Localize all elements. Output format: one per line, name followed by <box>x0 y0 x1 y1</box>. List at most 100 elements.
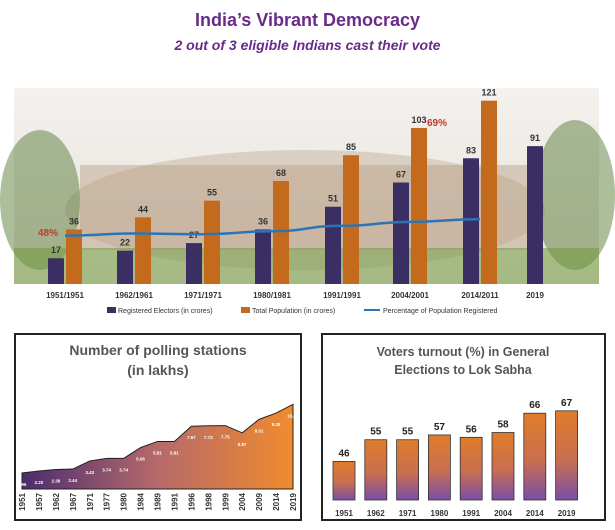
main-xlabel-2: 1971/1971 <box>184 291 222 300</box>
page-subtitle: 2 out of 3 eligible Indians cast their v… <box>174 37 441 53</box>
turnout-bar-5 <box>491 432 515 501</box>
main-xlabel-6: 2014/2011 <box>461 291 499 300</box>
turnout-xlabel-7: 2019 <box>558 509 576 518</box>
poll-value-11: 7.73 <box>204 435 213 440</box>
turnout-bar-7 <box>555 410 579 501</box>
population-bar-5 <box>411 127 427 284</box>
poll-value-12: 7.75 <box>221 435 230 440</box>
turnout-chart: Voters turnout (%) in General Elections … <box>332 345 579 518</box>
population-bar-6 <box>481 100 497 284</box>
population-label-2: 55 <box>207 188 217 198</box>
electors-bar-0 <box>48 258 64 284</box>
poll-value-8: 5.81 <box>153 450 162 455</box>
turnout-panel: Voters turnout (%) in General Elections … <box>321 333 606 521</box>
poll-xlabel-11: 1998 <box>204 492 213 510</box>
population-label-1: 44 <box>138 204 148 214</box>
poll-value-3: 2.44 <box>68 478 77 483</box>
electors-label-6: 83 <box>466 145 476 155</box>
population-bar-0 <box>66 229 82 284</box>
turnout-value-3: 57 <box>434 422 446 433</box>
polling-stations-panel: Number of polling stations (in lakhs) 1.… <box>14 333 302 521</box>
parliament-background <box>0 88 615 284</box>
main-xlabel-5: 2004/2001 <box>391 291 429 300</box>
turnout-value-5: 58 <box>497 420 509 431</box>
electors-bar-5 <box>393 182 409 284</box>
poll-xlabel-2: 1962 <box>52 492 61 510</box>
population-bar-3 <box>273 180 289 284</box>
turnout-xlabel-0: 1951 <box>335 509 353 518</box>
polling-title-line2: (in lakhs) <box>127 362 188 378</box>
poll-xlabel-15: 2014 <box>272 492 281 510</box>
turnout-bar-4 <box>459 436 483 501</box>
legend-population: Total Population (in crores) <box>252 308 335 315</box>
main-xlabel-4: 1991/1991 <box>323 291 361 300</box>
poll-value-7: 5.06 <box>136 457 145 462</box>
pct-label-2014: 69% <box>427 118 447 129</box>
poll-xlabel-16: 2019 <box>289 492 298 510</box>
poll-xlabel-1: 1957 <box>35 492 44 510</box>
turnout-value-7: 67 <box>561 398 573 409</box>
poll-value-16: 10.35 <box>287 413 299 418</box>
population-label-4: 85 <box>346 142 356 152</box>
legend: Registered Electors (in crores) Total Po… <box>107 307 498 315</box>
poll-value-9: 5.81 <box>170 450 179 455</box>
legend-percentage: Percentage of Population Registered <box>383 308 498 315</box>
turnout-bar-1 <box>364 439 388 501</box>
turnout-value-0: 46 <box>338 448 350 459</box>
electors-label-5: 67 <box>396 169 406 179</box>
electors-label-7: 91 <box>530 133 540 143</box>
electors-bar-3 <box>255 229 271 284</box>
polling-title-line1: Number of polling stations <box>69 342 247 358</box>
population-bar-1 <box>135 217 151 284</box>
turnout-xlabel-6: 2014 <box>526 509 544 518</box>
poll-value-5: 3.74 <box>102 467 111 472</box>
population-label-3: 68 <box>276 168 286 178</box>
population-label-6: 121 <box>481 88 496 98</box>
polling-stations-chart: Number of polling stations (in lakhs) 1.… <box>18 342 300 511</box>
turnout-xlabel-1: 1962 <box>367 509 385 518</box>
turnout-bar-3 <box>428 434 451 501</box>
poll-xlabel-7: 1984 <box>137 492 146 510</box>
legend-electors: Registered Electors (in crores) <box>118 308 213 315</box>
poll-value-1: 2.20 <box>35 480 44 485</box>
population-bar-2 <box>204 200 220 284</box>
turnout-value-4: 56 <box>466 424 478 435</box>
main-xlabel-0: 1951/1951 <box>46 291 84 300</box>
poll-xlabel-9: 1991 <box>170 492 179 510</box>
poll-xlabel-4: 1971 <box>86 492 95 510</box>
turnout-title-line1: Voters turnout (%) in General <box>377 345 550 359</box>
electors-label-0: 17 <box>51 245 61 255</box>
turnout-value-2: 55 <box>402 427 414 438</box>
population-bar-4 <box>343 155 359 284</box>
poll-value-6: 3.74 <box>119 467 128 472</box>
legend-swatch-population <box>241 307 250 313</box>
turnout-xlabel-5: 2004 <box>494 509 512 518</box>
main-xlabel-1: 1962/1961 <box>115 291 153 300</box>
poll-value-4: 3.43 <box>85 470 94 475</box>
turnout-bar-0 <box>332 461 356 501</box>
page-title: India’s Vibrant Democracy <box>194 10 421 30</box>
population-label-0: 36 <box>69 216 79 226</box>
poll-xlabel-6: 1980 <box>120 492 129 510</box>
electors-bar-7 <box>527 146 543 284</box>
turnout-xlabel-3: 1980 <box>431 509 449 518</box>
turnout-xlabel-2: 1971 <box>399 509 417 518</box>
poll-xlabel-13: 2004 <box>238 492 247 510</box>
main-xlabel-3: 1980/1981 <box>253 291 291 300</box>
electors-bar-4 <box>325 206 341 284</box>
poll-xlabel-3: 1967 <box>69 492 78 510</box>
population-label-5: 103 <box>411 115 426 125</box>
turnout-title-line2: Elections to Lok Sabha <box>394 363 533 377</box>
turnout-value-1: 55 <box>370 427 382 438</box>
main-xlabel-7: 2019 <box>526 291 544 300</box>
polling-stations-area <box>21 403 294 490</box>
poll-xlabel-10: 1996 <box>187 492 196 510</box>
poll-xlabel-0: 1951 <box>18 492 27 510</box>
poll-xlabel-12: 1999 <box>221 492 230 510</box>
poll-xlabel-14: 2009 <box>255 492 264 510</box>
turnout-xlabel-4: 1991 <box>462 509 480 518</box>
poll-value-15: 9.28 <box>272 422 281 427</box>
legend-swatch-electors <box>107 307 116 313</box>
electors-bar-6 <box>463 158 479 284</box>
